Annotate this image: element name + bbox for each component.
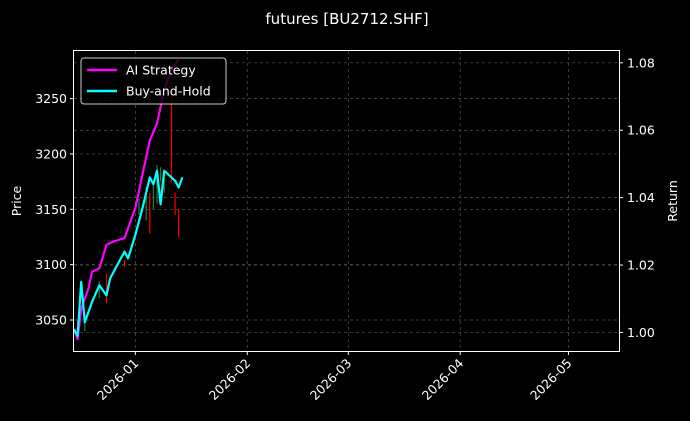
- y-tick-label: 3200: [35, 146, 67, 161]
- legend: AI Strategy Buy-and-Hold: [80, 57, 227, 105]
- y-tick-label: 3250: [35, 91, 67, 106]
- y-axis-label: Price: [9, 185, 24, 216]
- x-tick-label: 2026-05: [527, 356, 575, 404]
- series-line-buy-and-hold: [73, 169, 184, 337]
- x-tick-label: 2026-04: [419, 355, 467, 403]
- x-axis: 2026-01 2026-02 2026-03 2026-04 2026-05: [94, 351, 575, 403]
- x-tick-label: 2026-02: [206, 356, 254, 404]
- y-tick-label: 3050: [35, 313, 67, 328]
- y-axis-right: 1.00 1.02 1.04 1.06 1.08: [619, 55, 655, 340]
- x-tick-label: 2026-03: [307, 356, 355, 404]
- series-lines: [72, 58, 184, 341]
- chart-title: futures [BU2712.SHF]: [265, 10, 428, 28]
- series-line-ai-strategy: [72, 58, 180, 341]
- y2-tick-label: 1.02: [627, 258, 655, 273]
- plot-frame: [73, 50, 620, 352]
- x-tick-label: 2026-01: [94, 356, 142, 404]
- y-axis-left: 3050 3100 3150 3200 3250: [35, 91, 74, 328]
- y-tick-label: 3150: [35, 202, 67, 217]
- legend-box: [80, 57, 227, 105]
- y2-tick-label: 1.06: [627, 123, 655, 138]
- legend-label-ai-strategy: AI Strategy: [126, 63, 196, 78]
- y2-tick-label: 1.04: [627, 190, 655, 205]
- y-tick-label: 3100: [35, 257, 67, 272]
- y2-tick-label: 1.00: [627, 325, 655, 340]
- y2-tick-label: 1.08: [627, 55, 655, 70]
- legend-label-buy-and-hold: Buy-and-Hold: [126, 84, 211, 99]
- y2-axis-label: Return: [665, 180, 680, 221]
